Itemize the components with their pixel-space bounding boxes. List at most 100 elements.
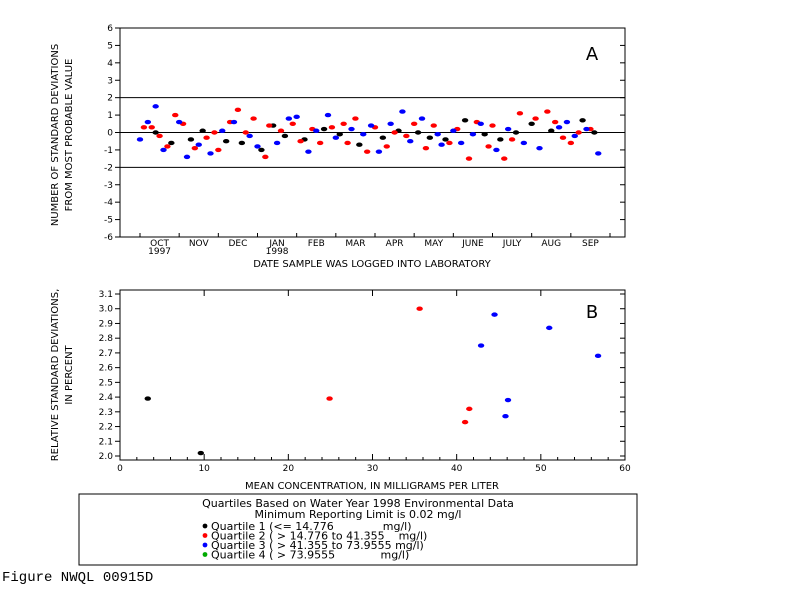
- panel-a-point-q3: [407, 139, 414, 144]
- panel-a-point-q1: [187, 137, 195, 142]
- panel-a-month-label: APR: [386, 239, 404, 249]
- panel-b-y-tick-label: 2.6: [99, 364, 114, 374]
- panel-a-month-label: NOV: [189, 239, 210, 249]
- panel-a-point-q1: [579, 118, 586, 123]
- panel-a-point-q3: [375, 149, 383, 154]
- panel-a-point-q3: [348, 126, 355, 132]
- panel-a-point-q1: [238, 140, 246, 146]
- panel-a-point-q2: [340, 121, 347, 126]
- panel-a-point-q2: [250, 116, 257, 121]
- panel-a-point-q1: [199, 128, 206, 133]
- panel-a-point-q2: [430, 123, 437, 128]
- panel-b-y-tick-label: 2.7: [99, 349, 113, 359]
- legend-entry-q4: Quartile 4 ( > 73.9555 mg/l): [211, 549, 409, 562]
- panel-b-x-tick-label: 40: [451, 464, 463, 474]
- panel-a-point-q2: [501, 156, 508, 161]
- panel-a-point-q3: [305, 149, 312, 154]
- panel-a-point-q2: [164, 144, 171, 149]
- panel-a-point-q2: [328, 125, 336, 130]
- panel-a-point-q2: [156, 133, 163, 139]
- legend-entry-q2: Quartile 2 ( > 14.776 to 41.355 mg/l): [211, 530, 427, 543]
- panel-a-point-q3: [387, 121, 394, 126]
- panel-a-point-q3: [195, 142, 202, 147]
- legend-entries: Quartile 1 (<= 14.776 mg/l)Quartile 2 ( …: [202, 520, 427, 562]
- panel-a-point-q3: [520, 140, 528, 146]
- panel-b-x-tick-label: 0: [117, 464, 123, 474]
- panel-a-year-label: 1997: [148, 247, 171, 257]
- panel-a-month-label: MAR: [345, 239, 365, 249]
- panel-a-point-q2: [191, 145, 199, 151]
- panel-b-points: [144, 306, 602, 456]
- panel-a-point-q3: [477, 121, 484, 126]
- panel-a-point-q1: [320, 126, 328, 132]
- panel-a-point-q2: [508, 137, 516, 142]
- panel-a-point-q2: [544, 109, 551, 114]
- panel-a-point-q2: [297, 139, 304, 144]
- panel-a-point-q3: [207, 151, 214, 156]
- panel-a-point-q3: [293, 114, 300, 120]
- panel-b-point-q3: [477, 343, 485, 348]
- panel-b-point-q3: [504, 397, 512, 403]
- panel-a-y-tick-label: -5: [104, 216, 113, 226]
- panel-a-point-q1: [356, 142, 363, 147]
- panel-b-frame: [119, 289, 626, 461]
- panel-b-x-tick-label: 30: [367, 464, 379, 474]
- panel-a-ylabel-line1: NUMBER OF STANDARD DEVIATIONS: [50, 44, 61, 226]
- panel-a-point-q3: [219, 128, 226, 133]
- panel-b-y-axis: 2.0 2.1 2.2 2.3 2.4 2.5 2.6 2.7 2.8 2.9 3.0 3.1: [99, 290, 625, 462]
- panel-a-point-q3: [183, 154, 191, 160]
- panel-a-chart: -6 -5 -4 -3 -2 -1 0 1 2 3 4 5 6 OCT NOV DEC JAN FEB MAR AP…: [50, 24, 626, 270]
- panel-a-point-q2: [234, 107, 242, 113]
- panel-a-y-tick-label: 4: [107, 59, 113, 69]
- panel-a-point-q2: [140, 125, 148, 130]
- panel-a-point-q3: [246, 133, 253, 139]
- panel-a-point-q2: [532, 116, 539, 121]
- panel-a-point-q3: [332, 135, 340, 140]
- panel-a-month-label: JAN: [268, 239, 284, 249]
- panel-a-y-tick-label: 0: [107, 129, 113, 139]
- panel-b-x-tick-label: 60: [619, 464, 631, 474]
- panel-b-ylabel-line2: IN PERCENT: [64, 344, 75, 404]
- panel-a-y-tick-label: -6: [104, 233, 113, 243]
- panel-a-point-q2: [465, 156, 473, 161]
- panel-a-point-q2: [567, 140, 575, 146]
- panel-a-point-q1: [497, 137, 504, 142]
- panel-a-label: A: [586, 44, 599, 65]
- legend-marker-q2: [202, 533, 208, 538]
- panel-b-x-axis: 0 10 20 30 40 50 60: [117, 290, 631, 474]
- panel-b-ylabel-line1: RELATIVE STANDARD DEVIATIONS,: [50, 289, 61, 462]
- panel-a-point-q1: [414, 130, 422, 135]
- panel-a-point-q3: [493, 147, 500, 153]
- panel-b-label: B: [586, 302, 598, 323]
- panel-b-xlabel: MEAN CONCENTRATION, IN MILLIGRAMS PER LI…: [245, 481, 499, 492]
- panel-a-point-q1: [281, 133, 289, 139]
- legend-marker-q3: [202, 542, 208, 548]
- panel-a-point-q3: [571, 133, 578, 139]
- panel-a-point-q2: [551, 119, 559, 125]
- panel-a-point-q2: [215, 147, 222, 153]
- panel-a-points: [136, 104, 602, 161]
- panel-a-point-q3: [536, 145, 543, 151]
- panel-a-point-q2: [575, 130, 582, 135]
- panel-b-point-q3: [594, 353, 602, 359]
- panel-a-point-q2: [489, 123, 496, 128]
- panel-a-month-label: JULY: [502, 239, 522, 249]
- figure-label: Figure NWQL 00915D: [2, 570, 154, 586]
- panel-a-point-q1: [258, 147, 265, 153]
- panel-a-point-q3: [313, 128, 320, 133]
- panel-a-y-tick-label: 2: [107, 94, 113, 104]
- panel-b-point-q3: [502, 414, 509, 419]
- panel-b-point-q2: [461, 419, 469, 425]
- panel-a-y-tick-label: -4: [104, 198, 113, 208]
- panel-a-point-q1: [152, 130, 159, 135]
- panel-a-point-q2: [203, 135, 210, 140]
- panel-a-point-q3: [434, 132, 441, 137]
- panel-a-point-q1: [548, 128, 555, 133]
- panel-a-point-q3: [285, 116, 293, 121]
- panel-a-point-q2: [344, 140, 351, 146]
- panel-a-y-tick-label: 5: [107, 41, 113, 51]
- legend-entry-q3: Quartile 3 ( > 41.355 to 73.9555 mg/l): [211, 539, 424, 552]
- panel-a-point-q3: [504, 126, 512, 132]
- panel-a-point-q2: [242, 130, 249, 135]
